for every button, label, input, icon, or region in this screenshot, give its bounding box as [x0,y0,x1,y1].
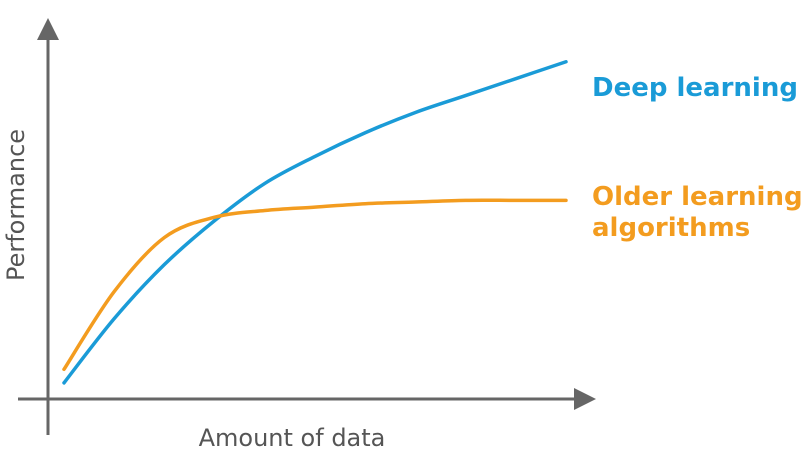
y-axis-arrow [37,18,59,40]
x-axis-label: Amount of data [199,424,386,452]
series-line-2 [62,198,568,372]
axes [18,18,596,435]
series-group [62,60,568,385]
x-axis-arrow [574,388,596,410]
series-labels: Deep learning Older learning algorithms [592,73,801,243]
series-line-1 [62,60,568,385]
series-label-2: Older learning algorithms [592,182,801,243]
series-label-line: Deep learning [592,73,798,103]
series-label-1: Deep learning [592,73,798,103]
y-axis-label: Performance [2,129,30,281]
series-label-line: Older learning [592,182,801,212]
series-label-line: algorithms [592,213,750,243]
